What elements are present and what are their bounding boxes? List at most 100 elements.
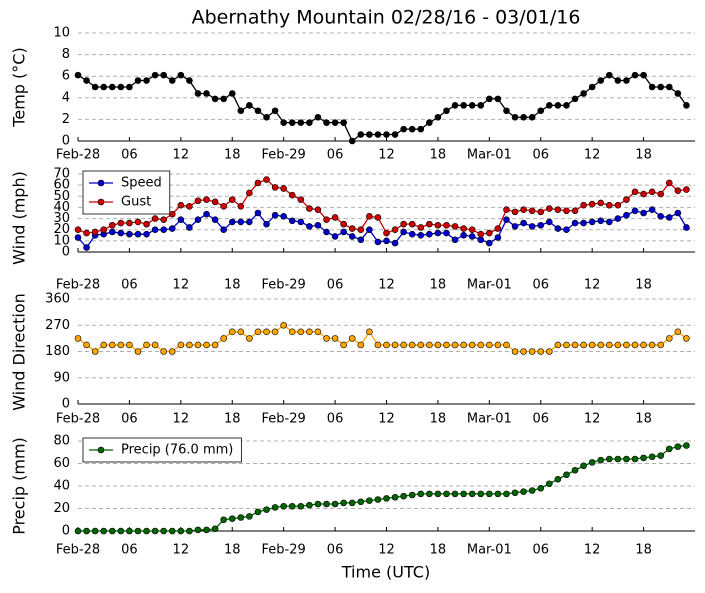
data-point bbox=[460, 231, 467, 239]
data-point bbox=[537, 348, 545, 355]
data-point bbox=[426, 230, 433, 238]
legend-marker bbox=[97, 446, 105, 454]
data-point bbox=[408, 341, 416, 349]
data-point bbox=[117, 229, 125, 237]
series-line bbox=[77, 324, 687, 353]
data-point bbox=[374, 131, 382, 138]
y-tick-label: 30 bbox=[53, 211, 70, 226]
data-point bbox=[126, 341, 133, 349]
x-tick-label: 06 bbox=[327, 412, 344, 427]
data-point bbox=[280, 502, 287, 510]
x-tick-label: 12 bbox=[173, 543, 190, 558]
data-point bbox=[571, 466, 579, 474]
y-tick-label: 360 bbox=[45, 292, 70, 307]
data-point bbox=[674, 328, 682, 336]
data-point bbox=[503, 216, 510, 223]
data-point bbox=[348, 335, 356, 342]
data-point bbox=[468, 490, 476, 498]
data-point bbox=[288, 191, 296, 199]
x-tick-label: 12 bbox=[584, 278, 601, 293]
data-point bbox=[443, 341, 450, 349]
data-point bbox=[400, 341, 407, 349]
data-point bbox=[597, 199, 605, 207]
data-point bbox=[563, 226, 570, 234]
data-point bbox=[134, 218, 142, 226]
data-point bbox=[606, 218, 613, 226]
data-point bbox=[477, 341, 485, 349]
data-point bbox=[263, 176, 270, 183]
data-point bbox=[477, 236, 485, 244]
data-point bbox=[177, 527, 185, 535]
data-point bbox=[228, 196, 236, 203]
data-point bbox=[323, 216, 330, 223]
data-point bbox=[306, 223, 313, 230]
data-point bbox=[477, 490, 485, 498]
data-point bbox=[314, 500, 322, 508]
data-point bbox=[348, 233, 356, 240]
data-point bbox=[554, 225, 562, 232]
data-point bbox=[228, 515, 236, 522]
data-point bbox=[203, 90, 210, 97]
data-point bbox=[443, 490, 450, 498]
data-point bbox=[254, 179, 262, 187]
data-point bbox=[271, 184, 279, 191]
x-tick-label: 18 bbox=[224, 278, 241, 293]
data-point bbox=[665, 445, 673, 453]
data-point bbox=[143, 341, 150, 349]
x-tick-label: 06 bbox=[532, 148, 549, 163]
data-point bbox=[314, 328, 322, 336]
data-point bbox=[417, 231, 425, 239]
data-point bbox=[640, 209, 647, 217]
x-tick-label: 18 bbox=[635, 278, 652, 293]
data-point bbox=[348, 499, 356, 507]
data-point bbox=[391, 341, 399, 349]
data-point bbox=[571, 341, 579, 349]
data-point bbox=[331, 214, 339, 221]
x-tick-label: 12 bbox=[584, 543, 601, 558]
data-point bbox=[211, 216, 219, 223]
data-point bbox=[220, 226, 227, 234]
data-point bbox=[374, 496, 382, 503]
data-point bbox=[271, 328, 279, 336]
y-tick-label: 20 bbox=[53, 222, 70, 237]
data-point bbox=[177, 341, 185, 349]
data-point bbox=[580, 462, 587, 470]
data-point bbox=[520, 219, 527, 227]
y-tick-label: 0 bbox=[62, 245, 70, 260]
data-point bbox=[460, 341, 467, 349]
data-point bbox=[588, 83, 596, 91]
data-point bbox=[366, 497, 373, 504]
data-point bbox=[546, 480, 553, 488]
data-point bbox=[648, 83, 656, 91]
data-point bbox=[314, 113, 322, 121]
data-point bbox=[143, 77, 150, 84]
data-point bbox=[203, 341, 210, 349]
data-point bbox=[374, 214, 382, 221]
data-point bbox=[563, 207, 570, 215]
data-point bbox=[546, 348, 553, 355]
data-point bbox=[203, 526, 210, 534]
data-point bbox=[194, 197, 202, 205]
data-point bbox=[426, 220, 433, 228]
data-point bbox=[468, 233, 476, 240]
data-point bbox=[246, 513, 253, 520]
data-point bbox=[674, 187, 682, 195]
x-tick-label: Mar-01 bbox=[467, 412, 512, 427]
data-point bbox=[220, 203, 227, 210]
data-point bbox=[683, 335, 690, 342]
x-tick-label: Mar-01 bbox=[467, 278, 512, 293]
data-point bbox=[614, 341, 622, 349]
data-point bbox=[108, 228, 116, 236]
data-point bbox=[91, 348, 99, 355]
x-tick-label: 18 bbox=[430, 278, 447, 293]
data-point bbox=[623, 341, 630, 349]
legend-marker bbox=[97, 198, 105, 206]
data-point bbox=[383, 495, 390, 502]
data-point bbox=[254, 508, 262, 516]
data-point bbox=[408, 230, 416, 238]
data-point bbox=[486, 490, 493, 498]
y-tick-label: 60 bbox=[53, 178, 70, 193]
data-point bbox=[614, 77, 622, 84]
data-point bbox=[571, 95, 579, 103]
data-point bbox=[186, 224, 193, 231]
